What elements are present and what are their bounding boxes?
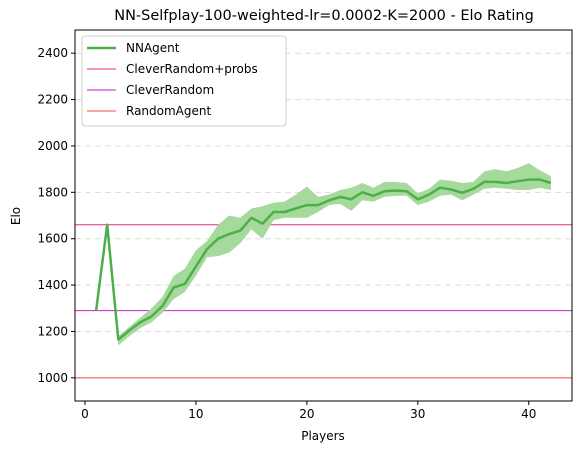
legend: NNAgent CleverRandom+probs CleverRandom Ran… <box>81 35 287 127</box>
x-tick-label: 40 <box>521 407 536 421</box>
y-tick-label: 1200 <box>37 324 68 338</box>
x-tick-label: 0 <box>81 407 89 421</box>
legend-box <box>81 35 287 127</box>
x-axis-ticks: 0 10 20 30 40 <box>81 401 536 421</box>
legend-label: RandomAgent <box>126 104 211 118</box>
y-axis-ticks: 1000 1200 1400 1600 1800 2000 2200 2400 <box>37 46 75 385</box>
y-tick-label: 2000 <box>37 139 68 153</box>
y-tick-label: 2200 <box>37 93 68 107</box>
y-tick-label: 1400 <box>37 278 68 292</box>
x-axis-label: Players <box>301 429 345 443</box>
legend-label: CleverRandom <box>126 83 214 97</box>
plot-frame <box>74 29 573 402</box>
x-tick-label: 30 <box>410 407 425 421</box>
reference-lines <box>75 224 572 379</box>
series-layer <box>94 163 552 346</box>
x-tick-label: 10 <box>188 407 203 421</box>
y-tick-label: 2400 <box>37 46 68 60</box>
y-tick-label: 1000 <box>37 371 68 385</box>
y-axis-label: Elo <box>9 207 23 225</box>
y-tick-label: 1600 <box>37 232 68 246</box>
legend-label: CleverRandom+probs <box>126 62 258 76</box>
x-tick-label: 20 <box>299 407 314 421</box>
legend-label: NNAgent <box>126 41 180 55</box>
chart-title: NN-Selfplay-100-weighted-lr=0.0002-K=200… <box>114 8 534 24</box>
y-tick-label: 1800 <box>37 185 68 199</box>
series-line <box>94 178 552 341</box>
confidence-band <box>96 163 551 346</box>
